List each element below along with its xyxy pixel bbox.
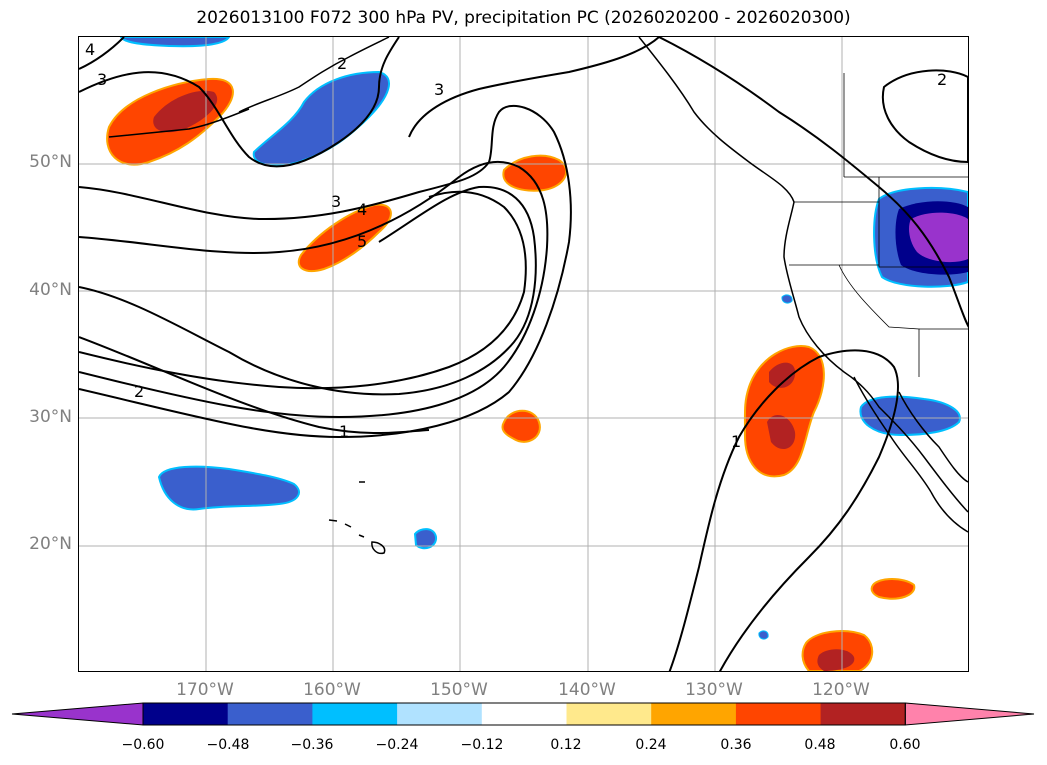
contour-label: 4	[85, 40, 95, 59]
lon-label: 150°W	[430, 680, 488, 700]
pv-contour-jet-1	[79, 104, 572, 439]
precip-negative-areas	[119, 37, 968, 640]
gulf-california	[898, 391, 968, 483]
colorbar-cell	[566, 703, 652, 725]
colorbar-cell	[735, 703, 822, 725]
colorbar-extend-max	[904, 702, 1035, 726]
colorbar-tick: −0.36	[290, 737, 334, 753]
lon-label: 120°W	[812, 680, 870, 700]
baja-coast	[853, 376, 932, 493]
lon-label: 160°W	[303, 680, 361, 700]
precip-area-gulf	[502, 154, 568, 192]
colorbar-extend-min	[11, 702, 144, 726]
pv-contour-2-ne	[881, 69, 968, 164]
contour-label: 2	[134, 382, 144, 401]
colorbar	[11, 702, 1035, 726]
north-america-coast	[638, 37, 968, 513]
colorbar-cell	[143, 703, 229, 725]
gridlines	[79, 37, 968, 671]
map-title: 2026013100 F072 300 hPa PV, precipitatio…	[196, 8, 851, 28]
mexico-coast	[930, 491, 968, 533]
precip-area-subtropics	[157, 465, 300, 511]
contour-label: 3	[434, 80, 444, 99]
lat-label: 20°N	[29, 534, 72, 554]
colorbar-tick: −0.48	[206, 737, 250, 753]
pv-contour-jet-3	[79, 185, 537, 396]
pv-contour-1	[79, 336, 430, 435]
colorbar-cell	[820, 703, 906, 725]
contour-label: 3	[331, 192, 341, 211]
aleutian-arc	[108, 108, 250, 138]
contour-label: 5	[357, 232, 367, 251]
contour-label: 1	[731, 432, 741, 451]
precip-positive-areas	[106, 77, 916, 671]
lon-label: 140°W	[558, 680, 616, 700]
contour-label: 4	[357, 200, 367, 219]
lat-label: 50°N	[29, 152, 72, 172]
colorbar-tick: 0.12	[550, 737, 582, 753]
colorbar-cell	[481, 703, 567, 725]
pv-contour-4	[79, 37, 125, 70]
colorbar-tick: −0.12	[460, 737, 504, 753]
precip-area-small-1	[781, 294, 793, 304]
pv-contour-jet-4	[79, 190, 527, 390]
precip-area-small-2	[758, 630, 769, 640]
contour-labels: 4 3 2 3 3 4 5 2 1 1 2	[85, 40, 947, 451]
alaska-coast	[238, 37, 390, 113]
coastlines	[108, 37, 968, 555]
precip-area-midpac	[297, 203, 392, 273]
map-frame: 4 3 2 3 3 4 5 2 1 1 2	[78, 36, 969, 672]
precip-area-mexico	[870, 578, 916, 600]
colorbar-cell	[397, 703, 483, 725]
colorbar-tick: 0.36	[720, 737, 752, 753]
map-canvas: 4 3 2 3 3 4 5 2 1 1 2	[79, 37, 968, 671]
colorbar-tick: −0.24	[375, 737, 419, 753]
lon-label: 170°W	[176, 680, 234, 700]
precip-core-socal-1	[769, 362, 796, 388]
colorbar-outline	[142, 702, 906, 726]
precip-deep-pacnw	[909, 212, 968, 263]
borders	[789, 73, 968, 377]
lon-label: 130°W	[685, 680, 743, 700]
precip-area-topleft	[119, 37, 231, 48]
precip-core-south	[817, 649, 855, 671]
pv-contour-1-east	[668, 349, 900, 671]
lat-label: 40°N	[29, 280, 72, 300]
pv-contour-jet-2	[79, 160, 549, 419]
colorbar-tick: 0.48	[804, 737, 836, 753]
pv-contour-ridge	[658, 37, 968, 328]
colorbar-tick: 0.60	[889, 737, 921, 753]
colorbar-cell	[312, 703, 398, 725]
colorbar-cell	[651, 703, 737, 725]
hawaii-islands	[328, 519, 386, 555]
colorbar-tick: 0.24	[635, 737, 667, 753]
precip-core-aleutian	[153, 90, 218, 133]
contour-label: 2	[337, 54, 347, 73]
precip-area-socal	[743, 345, 825, 478]
colorbar-cell	[227, 703, 313, 725]
pv-contour-3-east	[408, 37, 660, 138]
contour-label: 1	[339, 422, 349, 441]
colorbar-cells	[11, 702, 1035, 726]
contour-label: 3	[97, 70, 107, 89]
precip-area-alaska	[252, 70, 390, 167]
precip-area-hawaii	[413, 528, 438, 550]
precip-area-small-pac	[501, 409, 541, 443]
lat-label: 30°N	[29, 407, 72, 427]
colorbar-tick: −0.60	[121, 737, 165, 753]
pv-contour-3-west	[79, 37, 400, 168]
contour-label: 2	[937, 70, 947, 89]
pv-contours	[79, 37, 968, 671]
precip-core-socal-2	[767, 414, 796, 450]
